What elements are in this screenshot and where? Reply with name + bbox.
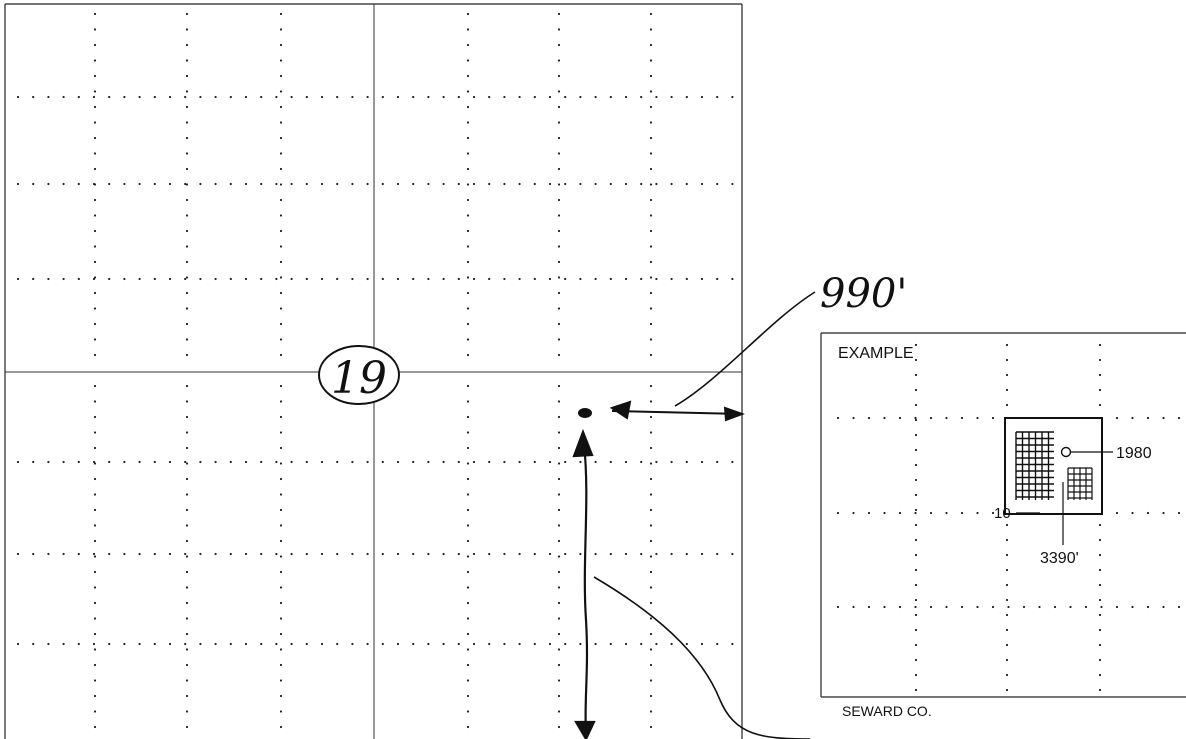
example-county: SEWARD CO.	[842, 703, 932, 719]
lease-hatch-small	[1067, 467, 1093, 500]
example-well-symbol	[1060, 446, 1072, 458]
example-section-label: 10	[994, 505, 1011, 522]
dot-grid	[16, 12, 734, 729]
example-label-ew: 3390'	[1040, 550, 1079, 567]
example-box: EXAMPLE 1980 3390' 10 SEWARD CO.	[820, 332, 1186, 719]
distance-label: 990'	[820, 271, 907, 317]
section-number-marker: 19	[318, 345, 400, 405]
leader-lines	[593, 291, 816, 739]
example-heading: EXAMPLE	[838, 345, 914, 362]
east-distance-arrow	[609, 400, 745, 422]
example-label-ns: 1980	[1116, 445, 1152, 462]
south-distance-arrow	[572, 428, 596, 739]
example-dot-grid	[836, 343, 1181, 692]
section-number: 19	[331, 353, 387, 404]
lease-hatch-large	[1015, 431, 1054, 500]
well-location-dot	[578, 408, 592, 418]
